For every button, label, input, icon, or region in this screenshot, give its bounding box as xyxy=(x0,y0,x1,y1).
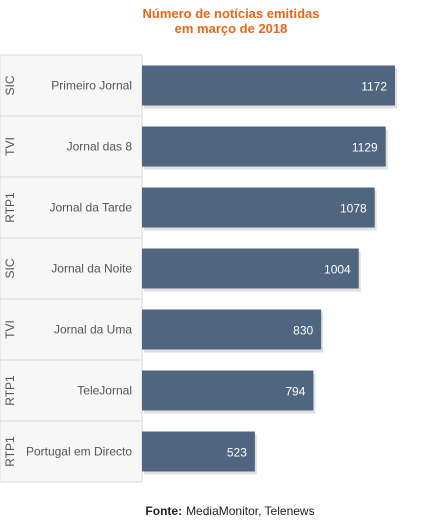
bar xyxy=(142,248,359,289)
bars-group: 1172 1129 1078 1004 830 794 523 xyxy=(142,65,397,475)
program-label: Jornal da Noite xyxy=(51,262,132,276)
source-note: Fonte: MediaMonitor, Telenews xyxy=(145,504,314,518)
source-label: Fonte: xyxy=(145,504,182,518)
value-label: 794 xyxy=(285,385,305,399)
bar xyxy=(142,187,375,228)
program-label: TeleJornal xyxy=(77,384,132,398)
channel-label: RTP1 xyxy=(3,375,17,406)
category-label-panel: SIC Primeiro Jornal TVI Jornal das 8 RTP1 Jor… xyxy=(0,54,143,483)
channel-label: SIC xyxy=(3,258,17,278)
program-label: Portugal em Directo xyxy=(26,445,132,459)
chart-title-line1: Número de notícias emitidas xyxy=(143,6,320,21)
program-label: Jornal da Uma xyxy=(54,323,132,337)
program-label: Primeiro Jornal xyxy=(51,79,132,93)
label-panel-background xyxy=(0,54,143,483)
channel-label: TVI xyxy=(3,320,17,339)
value-label: 523 xyxy=(227,446,247,460)
value-label: 1129 xyxy=(352,141,378,155)
source-text: MediaMonitor, Telenews xyxy=(186,504,315,518)
channel-label: RTP1 xyxy=(3,436,17,467)
channel-label: RTP1 xyxy=(3,192,17,223)
channel-label: TVI xyxy=(3,137,17,156)
program-label: Jornal da Tarde xyxy=(50,201,133,215)
bar xyxy=(142,126,386,167)
value-label: 1172 xyxy=(361,80,387,94)
program-label: Jornal das 8 xyxy=(67,140,133,154)
bar xyxy=(142,431,255,472)
bar xyxy=(142,65,395,106)
value-label: 1004 xyxy=(324,263,351,277)
bar xyxy=(142,309,322,350)
value-label: 830 xyxy=(293,324,313,338)
bar xyxy=(142,370,314,411)
chart-title-line2: em março de 2018 xyxy=(175,21,288,36)
value-label: 1078 xyxy=(340,202,367,216)
channel-label: SIC xyxy=(3,75,17,95)
